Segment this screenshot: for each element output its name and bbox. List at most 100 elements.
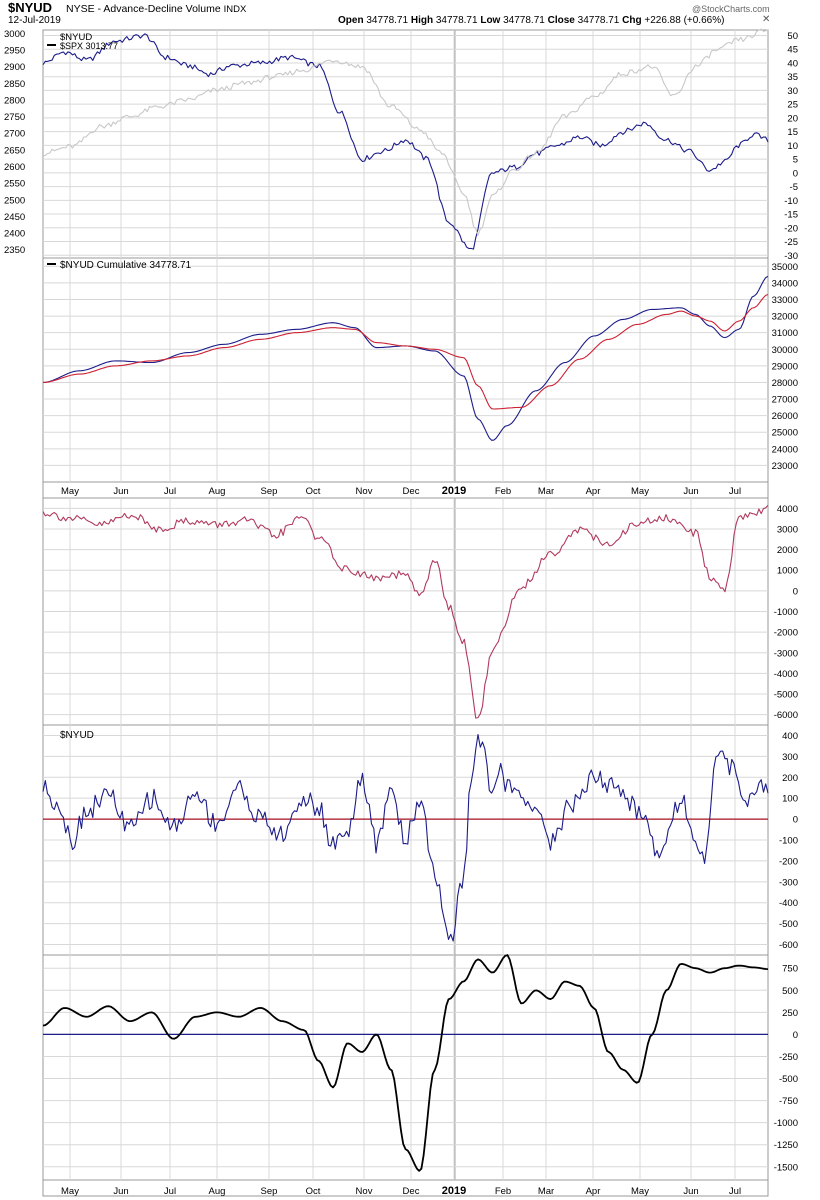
y-tick-label-right: -4000 <box>774 669 798 680</box>
x-tick-label: Nov <box>356 1186 373 1197</box>
y-tick-label-right: 31000 <box>772 328 798 339</box>
y-tick-label-right: 35000 <box>772 262 798 273</box>
y-tick-label-right: 3000 <box>777 524 798 535</box>
y-tick-label-left: 2800 <box>4 95 25 106</box>
x-tick-label: Nov <box>356 486 373 497</box>
x-tick-label: Oct <box>306 486 321 497</box>
y-tick-label-left: 2700 <box>4 129 25 140</box>
y-tick-label-right: 32000 <box>772 312 798 323</box>
watermark: @StockCharts.com <box>692 4 770 14</box>
x-tick-label: Apr <box>586 486 601 497</box>
y-tick-label-right: -25 <box>784 237 798 248</box>
index-name: Advance-Decline Volume <box>103 3 221 15</box>
open-value: 34778.71 <box>366 15 409 26</box>
y-tick-label-right: -5 <box>790 182 798 193</box>
y-tick-label-right: 500 <box>782 986 798 997</box>
x-axis-strip-bottom <box>42 1179 769 1197</box>
low-label: Low <box>480 15 501 26</box>
ohlc-bar: Open 34778.71 High 34778.71 Low 34778.71… <box>338 15 724 26</box>
y-tick-label-right: -300 <box>779 877 798 888</box>
y-tick-label-left: 2600 <box>4 162 25 173</box>
y-tick-label-right: 1000 <box>777 566 798 577</box>
x-tick-label: Feb <box>495 486 511 497</box>
y-tick-label-right: 400 <box>782 731 798 742</box>
y-tick-label-right: -1500 <box>774 1162 798 1173</box>
high-value: 34778.71 <box>435 15 478 26</box>
y-tick-label-right: 15 <box>787 127 798 138</box>
y-tick-label-left: 2500 <box>4 195 25 206</box>
y-tick-label-right: -1250 <box>774 1140 798 1151</box>
y-tick-label-left: 2850 <box>4 79 25 90</box>
series-line-cumulative-2 <box>43 293 769 410</box>
y-tick-label-left: 2950 <box>4 45 25 56</box>
x-tick-label: Apr <box>586 1186 601 1197</box>
close-value: 34778.71 <box>577 15 620 26</box>
y-tick-label-right: 300 <box>782 752 798 763</box>
y-tick-label-right: -3000 <box>774 648 798 659</box>
y-tick-label-right: -500 <box>779 919 798 930</box>
high-label: High <box>410 15 434 26</box>
x-tick-label: Jul <box>164 486 176 497</box>
chart-symbol: $NYUD <box>8 0 53 15</box>
open-label: Open <box>338 15 364 26</box>
y-tick-label-right: -2000 <box>774 628 798 639</box>
x-tick-label: Jun <box>113 486 128 497</box>
x-tick-label: Jun <box>113 1186 128 1197</box>
y-tick-label-left: 2900 <box>4 62 25 73</box>
y-tick-label-right: 34000 <box>772 278 798 289</box>
y-tick-label-right: 24000 <box>772 444 798 455</box>
legend-spx: $SPX 3013.77 <box>60 41 118 51</box>
series-line-indicator-1-1 <box>42 505 769 719</box>
y-tick-label-right: -1000 <box>774 1118 798 1129</box>
legend-cumulative: $NYUD Cumulative 34778.71 <box>60 260 192 271</box>
x-tick-label: May <box>631 486 649 497</box>
x-tick-label: 2019 <box>442 1185 466 1197</box>
y-tick-label-right: 35 <box>787 72 798 83</box>
close-icon[interactable]: ✕ <box>762 14 771 25</box>
series-line-price-1 <box>42 33 769 250</box>
x-tick-label: May <box>61 486 79 497</box>
y-tick-label-right: 45 <box>787 45 798 56</box>
y-tick-label-right: 25000 <box>772 428 798 439</box>
y-tick-label-right: 30 <box>787 86 798 97</box>
y-tick-label-right: 28000 <box>772 378 798 389</box>
y-tick-label-right: -15 <box>784 210 798 221</box>
x-tick-label: Aug <box>209 486 226 497</box>
y-tick-label-right: -1000 <box>774 607 798 618</box>
y-tick-label-right: -400 <box>779 898 798 909</box>
y-tick-label-right: 40 <box>787 58 798 69</box>
x-tick-label: Sep <box>261 1186 278 1197</box>
x-tick-label: Sep <box>261 486 278 497</box>
y-tick-label-right: 100 <box>782 794 798 805</box>
y-tick-label-right: 29000 <box>772 361 798 372</box>
x-tick-label: Jul <box>729 486 741 497</box>
y-tick-label-right: -200 <box>779 856 798 867</box>
y-tick-label-right: 0 <box>793 168 798 179</box>
x-tick-label: Aug <box>209 1186 226 1197</box>
y-tick-label-right: 4000 <box>777 504 798 515</box>
y-tick-label-left: 2750 <box>4 112 25 123</box>
panel-frame-1 <box>42 29 769 259</box>
y-tick-label-right: -500 <box>779 1074 798 1085</box>
y-tick-label-right: -10 <box>784 196 798 207</box>
y-tick-label-left: 2350 <box>4 245 25 256</box>
close-label: Close <box>547 15 575 26</box>
y-tick-label-right: 750 <box>782 964 798 975</box>
y-tick-label-right: -100 <box>779 836 798 847</box>
y-tick-label-right: 33000 <box>772 295 798 306</box>
chart-date: 12-Jul-2019 <box>8 15 61 26</box>
x-tick-label: Jun <box>683 1186 698 1197</box>
y-tick-label-right: 23000 <box>772 461 798 472</box>
y-tick-label-right: -30 <box>784 251 798 262</box>
y-tick-label-right: 0 <box>793 586 798 597</box>
x-tick-label: 2019 <box>442 485 466 497</box>
y-tick-label-right: 25 <box>787 100 798 111</box>
y-tick-label-right: 26000 <box>772 411 798 422</box>
x-tick-label: Dec <box>403 486 420 497</box>
y-tick-label-right: 5 <box>793 155 798 166</box>
low-value: 34778.71 <box>503 15 545 26</box>
exchange: NYSE <box>66 3 95 15</box>
y-tick-label-left: 2400 <box>4 229 25 240</box>
x-axis-strip <box>42 481 769 499</box>
x-tick-label: Jul <box>729 1186 741 1197</box>
